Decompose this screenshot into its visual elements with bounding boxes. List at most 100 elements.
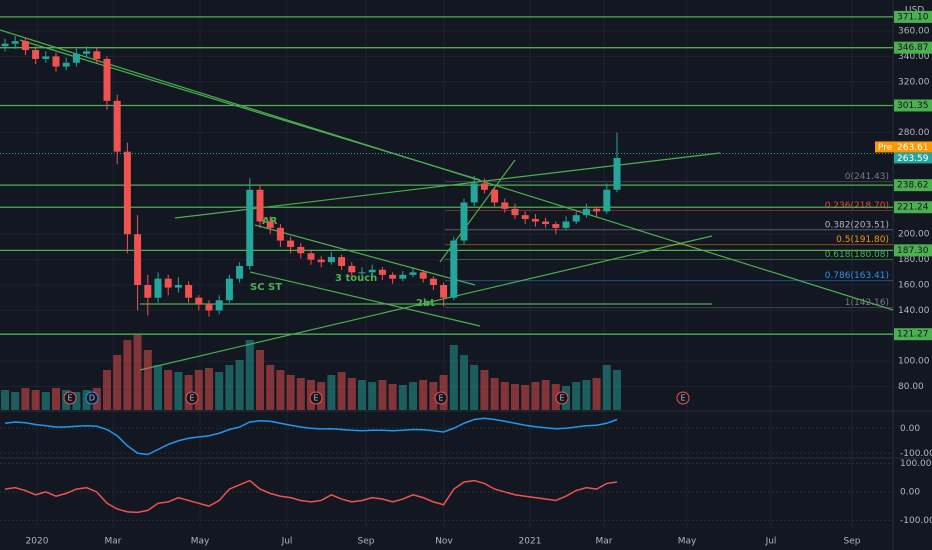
fib-label: 0.5(191.80) — [836, 235, 889, 245]
fib-label: 0(241.43) — [845, 172, 889, 182]
volume-bar — [480, 370, 489, 410]
candle-body — [52, 56, 60, 67]
candle-body — [123, 151, 131, 235]
level-box — [894, 41, 932, 54]
macd-line — [4, 417, 618, 456]
candle-body — [572, 215, 580, 222]
volume-bar — [429, 382, 438, 410]
y-tick-label: 200.00 — [898, 230, 930, 240]
volume-bar — [409, 382, 417, 410]
annotation: 3 touch — [335, 273, 377, 284]
pre-box — [875, 141, 932, 153]
volume-bar — [11, 392, 20, 410]
volume-bar — [378, 380, 387, 410]
fib-label: 0.236(218.70) — [825, 201, 889, 211]
y-tick-label: 100.00 — [898, 357, 930, 367]
volume-bar — [327, 375, 336, 410]
volume-bar — [205, 368, 213, 410]
event-marker — [555, 391, 569, 405]
volume-bar — [500, 382, 509, 410]
volume-bar — [490, 378, 499, 410]
y-tick-label: 0.00 — [900, 424, 920, 434]
candle-body — [11, 41, 19, 44]
volume-bar — [235, 360, 244, 410]
y-tick-label: 80.00 — [898, 382, 924, 392]
level-box — [894, 10, 932, 23]
annotation: SC — [250, 282, 265, 293]
volume-bar — [266, 365, 275, 410]
candle-body — [1, 43, 9, 47]
candle-body — [327, 257, 335, 263]
y-tick-label: 100.00 — [900, 459, 932, 469]
candle-body — [174, 285, 182, 288]
event-marker — [434, 391, 448, 405]
volume-bar — [52, 388, 60, 410]
candle-body — [368, 269, 376, 273]
candle-body — [562, 221, 570, 228]
y-tick-label: -100.00 — [900, 449, 932, 459]
volume-bar — [592, 378, 601, 410]
candle-body — [83, 51, 91, 54]
volume-bar — [337, 372, 346, 410]
level-label: 346.87 — [897, 43, 929, 53]
candle-body — [613, 158, 621, 190]
volume-bar — [215, 372, 224, 410]
level-box — [894, 99, 932, 112]
volume-bar — [113, 355, 122, 410]
candle-body — [32, 50, 40, 59]
x-tick-label: May — [678, 537, 697, 547]
level-label: 238.62 — [897, 181, 929, 191]
y-tick-label: 160.00 — [898, 281, 930, 291]
annotation: 2bt — [416, 298, 435, 309]
candle-body — [276, 227, 284, 241]
volume-bar — [154, 365, 162, 410]
fib-label: 0.786(163.41) — [825, 271, 889, 281]
level-label: 301.35 — [897, 101, 929, 111]
volume-bar — [398, 385, 407, 410]
volume-bar — [133, 335, 142, 410]
volume-bar — [602, 365, 611, 410]
candle-body — [470, 183, 478, 203]
event-marker — [309, 391, 323, 405]
x-tick-label: May — [191, 537, 210, 547]
level-label: 121.27 — [897, 330, 929, 340]
candle-body — [225, 278, 233, 301]
candle-body — [440, 285, 448, 298]
volume-bar — [103, 370, 111, 410]
annotation: ST — [268, 282, 282, 293]
volume-bar — [286, 375, 295, 410]
candle-body — [409, 272, 417, 275]
last-price-box — [894, 152, 932, 164]
trendline — [249, 271, 481, 327]
volume-bar — [276, 370, 285, 410]
event-marker — [185, 391, 199, 405]
volume-bar — [164, 370, 173, 410]
candle-body — [185, 285, 193, 298]
volume-bar — [470, 365, 479, 410]
volume-bar — [72, 392, 81, 410]
candle-body — [501, 202, 509, 209]
candle-body — [307, 253, 315, 260]
volume-bar — [41, 392, 50, 410]
candle-body — [256, 189, 264, 222]
event-label: E — [680, 394, 685, 403]
candle-body — [582, 208, 590, 216]
volume-bar — [296, 378, 305, 410]
y-tick-label: 140.00 — [898, 306, 930, 316]
volume-bar — [613, 370, 621, 410]
candle-body — [348, 265, 356, 273]
volume-bar — [31, 390, 40, 410]
candle-body — [460, 202, 468, 241]
x-tick-label: 2021 — [519, 537, 542, 547]
oscillator-line — [4, 479, 618, 514]
candle-body — [511, 208, 519, 216]
candle-body — [399, 274, 407, 279]
level-label: 371.10 — [897, 12, 929, 22]
last-price-label: 263.59 — [897, 154, 929, 164]
event-label: E — [438, 394, 443, 403]
grid — [0, 0, 893, 530]
level-box — [894, 328, 932, 341]
candle-body — [205, 304, 213, 311]
